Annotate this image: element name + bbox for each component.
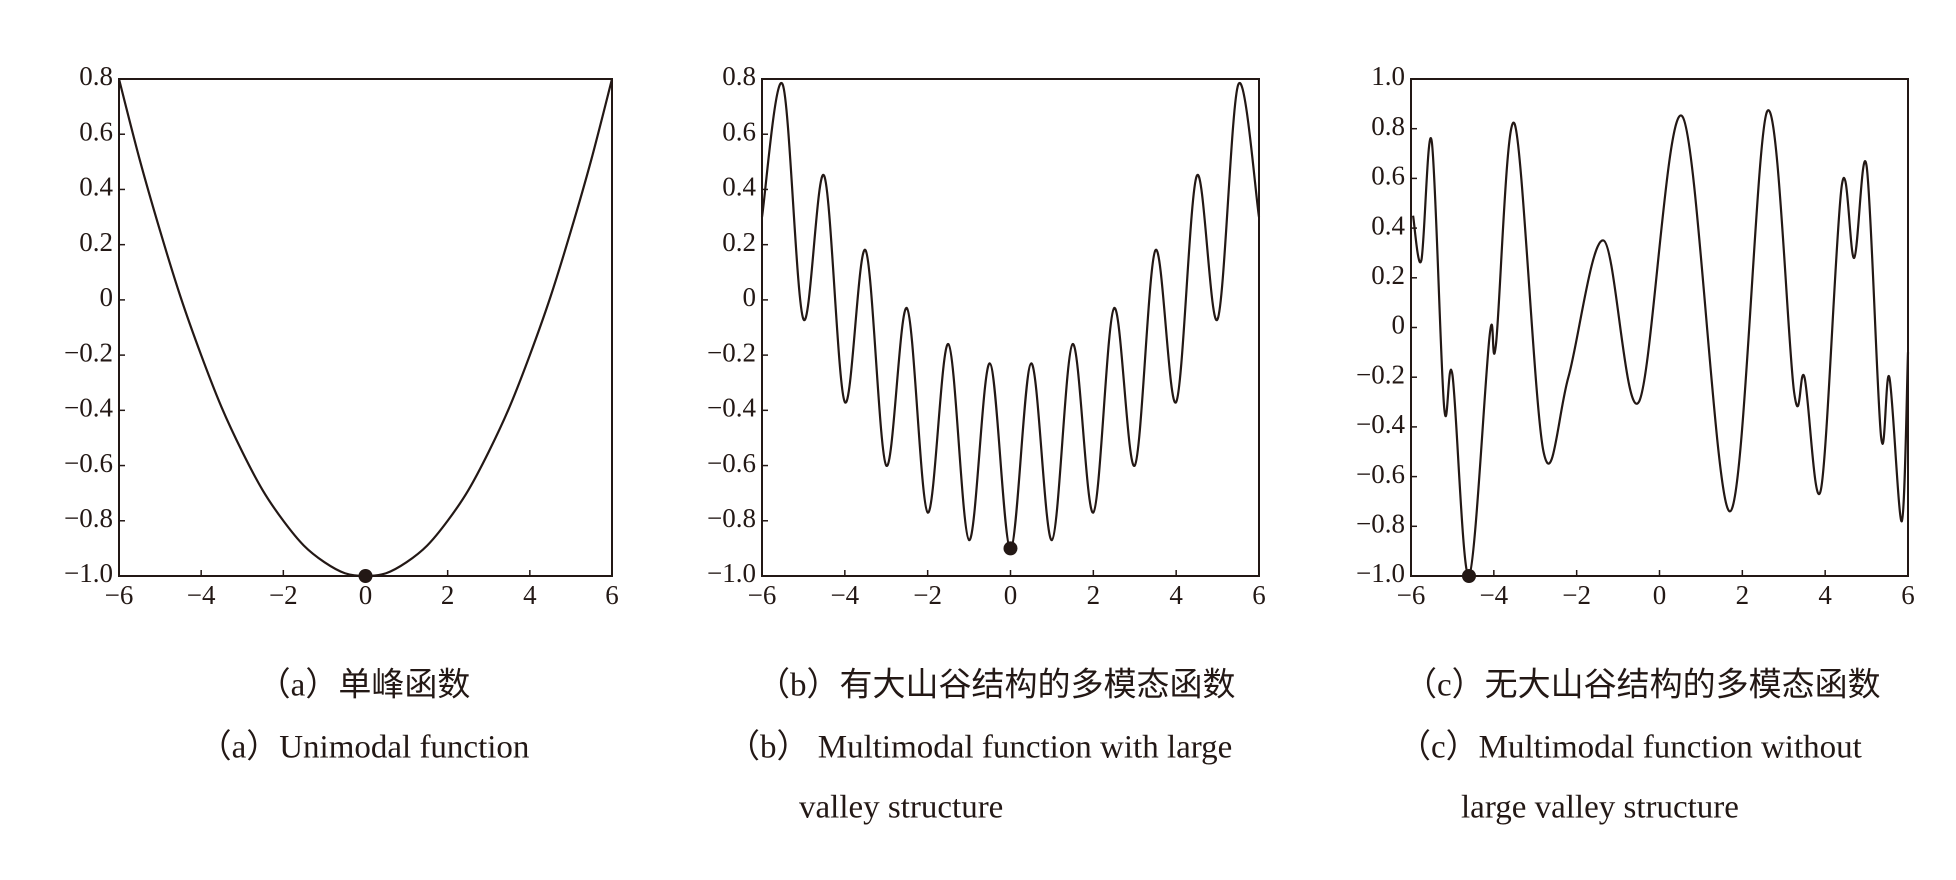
y-tick-label: 0.2 [1371, 260, 1405, 290]
plot-frame [1410, 78, 1909, 577]
y-tick-label: −0.2 [1356, 359, 1405, 389]
y-tick-label: −0.6 [1356, 459, 1405, 489]
x-tick-label: 4 [1818, 580, 1832, 610]
y-tick-label: −0.6 [707, 448, 756, 478]
x-tick-label: −4 [1479, 580, 1508, 610]
y-tick-label: 1.0 [1371, 61, 1405, 91]
y-tick-label: −0.4 [64, 393, 113, 423]
x-tick-label: −4 [830, 580, 859, 610]
x-tick-label: 6 [1252, 580, 1266, 610]
x-tick-label: 4 [1169, 580, 1183, 610]
curve [117, 78, 614, 578]
caption-en: （b） Multimodal function with large [727, 730, 1232, 766]
caption-cn: （c）无大山谷结构的多模态函数 [1404, 667, 1881, 704]
caption-en: large valley structure [1461, 790, 1739, 826]
x-tick-label: −6 [1397, 580, 1426, 610]
y-tick-label: −0.2 [707, 337, 756, 367]
x-tick-label: −6 [748, 580, 777, 610]
y-tick-label: 0 [743, 282, 757, 312]
y-tick-label: 0 [1392, 310, 1406, 340]
curve [1411, 109, 1910, 578]
y-tick-label: −0.4 [1356, 409, 1405, 439]
y-tick-label: 0.2 [79, 227, 113, 257]
caption-en: valley structure [799, 790, 1003, 826]
x-tick-label: 0 [1653, 580, 1667, 610]
y-tick-label: −0.8 [1356, 509, 1405, 539]
optimum-point [358, 569, 373, 583]
y-tick-label: −0.8 [64, 503, 113, 533]
x-tick-label: 4 [523, 580, 537, 610]
caption-en: （a）Unimodal function [199, 730, 530, 766]
x-tick-label: −2 [1562, 580, 1591, 610]
y-tick-label: 0.8 [1371, 111, 1405, 141]
y-tick-label: −1.0 [64, 558, 113, 588]
x-tick-label: −2 [269, 580, 298, 610]
x-tick-label: 2 [1087, 580, 1101, 610]
y-tick-label: 0.8 [79, 61, 113, 91]
y-tick-label: −0.6 [64, 448, 113, 478]
optimum-point [1003, 541, 1018, 556]
y-tick-label: 0.6 [722, 116, 756, 146]
x-tick-label: 6 [1901, 580, 1915, 610]
x-tick-label: 0 [359, 580, 373, 610]
optimum-point [1461, 569, 1476, 583]
x-tick-label: 6 [605, 580, 619, 610]
y-tick-label: 0.6 [1371, 161, 1405, 191]
curve [760, 81, 1261, 550]
x-tick-label: 0 [1004, 580, 1018, 610]
y-tick-label: 0.8 [722, 61, 756, 91]
y-tick-label: 0.4 [722, 172, 756, 202]
caption-cn: （b）有大山谷结构的多模态函数 [757, 667, 1236, 704]
y-tick-label: −1.0 [707, 558, 756, 588]
y-tick-label: 0.6 [79, 116, 113, 146]
x-tick-label: −4 [187, 580, 216, 610]
y-tick-label: 0.4 [79, 172, 113, 202]
y-tick-label: −0.8 [707, 503, 756, 533]
y-tick-label: 0 [100, 282, 114, 312]
caption-cn: （a）单峰函数 [258, 667, 471, 704]
y-tick-label: 0.4 [1371, 210, 1405, 240]
y-tick-label: −1.0 [1356, 558, 1405, 588]
x-tick-label: 2 [1736, 580, 1750, 610]
x-tick-label: −6 [105, 580, 134, 610]
plot-frame [118, 78, 613, 577]
y-tick-label: 0.2 [722, 227, 756, 257]
x-tick-label: 2 [441, 580, 455, 610]
caption-en: （c）Multimodal function without [1398, 730, 1862, 766]
y-tick-label: −0.2 [64, 337, 113, 367]
y-tick-label: −0.4 [707, 393, 756, 423]
x-tick-label: −2 [913, 580, 942, 610]
